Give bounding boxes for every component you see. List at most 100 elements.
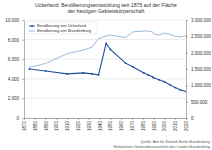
tick-mark <box>175 118 176 120</box>
tick-mark <box>186 102 188 103</box>
tick-mark <box>164 118 165 120</box>
grid-line <box>24 78 186 79</box>
series-marker <box>132 66 134 68</box>
title-line: der heutigen Gebietskörperschaft <box>68 8 145 14</box>
axis-line <box>186 21 187 119</box>
tick-mark <box>132 118 133 120</box>
title: Uckerland: Bevölkerungsentwicklung seit … <box>35 2 177 14</box>
tick: 1950 <box>108 118 113 131</box>
y-axis: 02.0004.0006.0008.00010.000 <box>5 18 24 121</box>
series-marker <box>147 74 149 76</box>
grid-line <box>24 118 186 119</box>
tick: 2000 <box>162 118 167 131</box>
tick-label: 1880 <box>33 121 38 132</box>
tick: 1890 <box>44 118 49 131</box>
tick-label: 6.000 <box>8 57 20 62</box>
grid-line <box>24 39 186 40</box>
tick: 1980 <box>141 118 146 131</box>
tick-mark <box>110 118 111 120</box>
tick: 0 <box>186 116 194 121</box>
tick: 2010 <box>173 118 178 131</box>
tick-label: 1970 <box>130 121 135 132</box>
tick-label: 3.000.000 <box>191 18 212 23</box>
tick-mark <box>89 118 90 120</box>
chart: Uckerland: Bevölkerungsentwicklung seit … <box>0 0 212 150</box>
series-marker <box>29 68 31 70</box>
tick-mark <box>56 118 57 120</box>
tick-label: 1870 <box>22 121 27 132</box>
series-marker <box>110 49 112 51</box>
tick-label: 0 <box>16 116 19 121</box>
series-marker <box>45 70 47 72</box>
tick-label: 1920 <box>76 121 81 132</box>
source: Quelle: Amt für Statistik Berlin-Branden… <box>140 140 210 144</box>
tick-label: 1.000.000 <box>191 83 212 88</box>
tick: 1990 <box>152 118 157 131</box>
tick: 1920 <box>76 118 81 131</box>
tick-label: 1890 <box>44 121 49 132</box>
tick: 6.000 <box>8 57 24 62</box>
tick-label: 2010 <box>173 121 178 132</box>
tick-mark <box>186 36 188 37</box>
grid-line <box>24 59 186 60</box>
tick-label: 1930 <box>87 121 92 132</box>
plot-area <box>29 31 187 92</box>
tick-label: 1950 <box>108 121 113 132</box>
tick-label: 0 <box>191 116 194 121</box>
tick: 2.000.000 <box>186 51 212 56</box>
tick: 2020 <box>184 118 189 131</box>
series-line <box>29 31 186 67</box>
tick-mark <box>35 118 36 120</box>
tick: 1880 <box>33 118 38 131</box>
tick-mark <box>186 20 188 21</box>
legend-box <box>27 22 97 34</box>
tick-label: 2.000.000 <box>191 51 212 56</box>
tick-mark <box>22 79 24 80</box>
tick-mark <box>100 118 101 120</box>
tick-mark <box>121 118 122 120</box>
tick-label: 2020 <box>184 121 189 132</box>
tick-mark <box>154 118 155 120</box>
series-marker <box>143 72 145 74</box>
tick: 1910 <box>65 118 70 131</box>
tick: 1870 <box>22 118 27 131</box>
tick: 10.000 <box>5 18 24 23</box>
tick-mark <box>22 59 24 60</box>
series-marker <box>125 62 127 64</box>
axis-line <box>25 118 187 119</box>
series-marker <box>185 91 186 93</box>
tick: 8.000 <box>8 38 24 43</box>
tick-mark <box>143 118 144 120</box>
tick: 0 <box>16 116 24 121</box>
tick: 1.500.000 <box>186 67 212 72</box>
y2-axis: 0 500.000 1.000.000 1.500.000 2.000.000 2.500… <box>186 18 212 121</box>
tick-mark <box>186 53 188 54</box>
legend-label: Bevölkerung von Brandenburg <box>37 28 91 33</box>
tick-mark <box>186 85 188 86</box>
tick-label: 1910 <box>65 121 70 132</box>
tick-label: 4.000 <box>8 77 20 82</box>
tick: 4.000 <box>8 77 24 82</box>
tick: 1960 <box>119 118 124 131</box>
tick-label: 1.500.000 <box>191 67 212 72</box>
tick-label: 1990 <box>152 121 157 132</box>
grid <box>24 20 186 118</box>
tick-label: 1960 <box>119 121 124 132</box>
tick: 500.000 <box>186 100 208 105</box>
legend-swatch <box>29 31 35 32</box>
series-marker <box>105 43 107 45</box>
series-marker <box>153 77 155 79</box>
tick-label: 1900 <box>54 121 59 132</box>
axis-line <box>24 21 25 119</box>
tick-label: 1980 <box>141 121 146 132</box>
legend: Bevölkerung von UckerlandBevölkerung von… <box>27 22 97 34</box>
series-marker <box>98 74 100 76</box>
tick-label: 500.000 <box>191 100 208 105</box>
legend-marker <box>31 25 33 27</box>
tick-mark <box>22 20 24 21</box>
x-axis: 1870188018901900191019201930194019501960… <box>22 118 189 131</box>
tick-label: 2.500.000 <box>191 34 212 39</box>
series-marker <box>83 72 85 74</box>
tick-mark <box>186 118 188 119</box>
series-marker <box>158 79 160 81</box>
